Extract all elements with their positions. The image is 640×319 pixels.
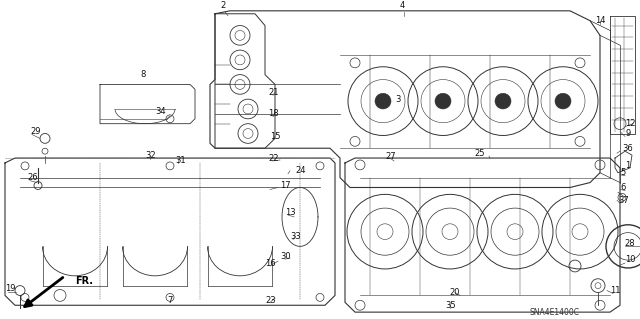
Text: 29: 29 bbox=[30, 127, 40, 136]
Text: 18: 18 bbox=[268, 109, 278, 118]
Text: 30: 30 bbox=[280, 252, 291, 261]
Text: 8: 8 bbox=[140, 70, 146, 78]
Text: 7: 7 bbox=[167, 296, 173, 305]
Text: 17: 17 bbox=[280, 181, 291, 190]
Text: 6: 6 bbox=[620, 183, 625, 192]
Circle shape bbox=[495, 93, 511, 109]
Text: 11: 11 bbox=[610, 286, 621, 295]
Text: 33: 33 bbox=[290, 232, 301, 241]
Text: 36: 36 bbox=[622, 144, 633, 153]
Text: 31: 31 bbox=[175, 155, 186, 165]
Text: 25: 25 bbox=[475, 149, 485, 158]
Text: 22: 22 bbox=[268, 153, 278, 163]
Text: SNA4E1400C: SNA4E1400C bbox=[530, 308, 580, 317]
Circle shape bbox=[375, 93, 391, 109]
Text: 35: 35 bbox=[445, 301, 456, 310]
Text: 32: 32 bbox=[145, 151, 156, 160]
Text: 5: 5 bbox=[620, 168, 625, 177]
Text: 3: 3 bbox=[395, 95, 401, 104]
Circle shape bbox=[555, 93, 571, 109]
Text: 34: 34 bbox=[155, 108, 166, 116]
Text: 26: 26 bbox=[27, 173, 38, 182]
Text: 15: 15 bbox=[270, 132, 280, 141]
Text: 19: 19 bbox=[5, 284, 15, 293]
Text: 16: 16 bbox=[265, 259, 276, 268]
Text: 28: 28 bbox=[624, 239, 635, 248]
Text: 1: 1 bbox=[625, 161, 630, 170]
Text: 27: 27 bbox=[385, 152, 396, 160]
Text: 21: 21 bbox=[268, 88, 278, 97]
Text: 2: 2 bbox=[220, 1, 225, 10]
Text: 12: 12 bbox=[625, 119, 636, 128]
Text: 4: 4 bbox=[400, 1, 405, 10]
Circle shape bbox=[435, 93, 451, 109]
Text: FR.: FR. bbox=[75, 276, 93, 286]
Text: 20: 20 bbox=[450, 288, 460, 297]
Text: 10: 10 bbox=[625, 255, 636, 263]
Text: 9: 9 bbox=[625, 129, 630, 138]
Text: 24: 24 bbox=[295, 166, 305, 175]
Text: 37: 37 bbox=[618, 196, 628, 205]
Text: 14: 14 bbox=[595, 16, 605, 25]
Text: 13: 13 bbox=[285, 208, 296, 217]
Text: 23: 23 bbox=[265, 296, 276, 305]
